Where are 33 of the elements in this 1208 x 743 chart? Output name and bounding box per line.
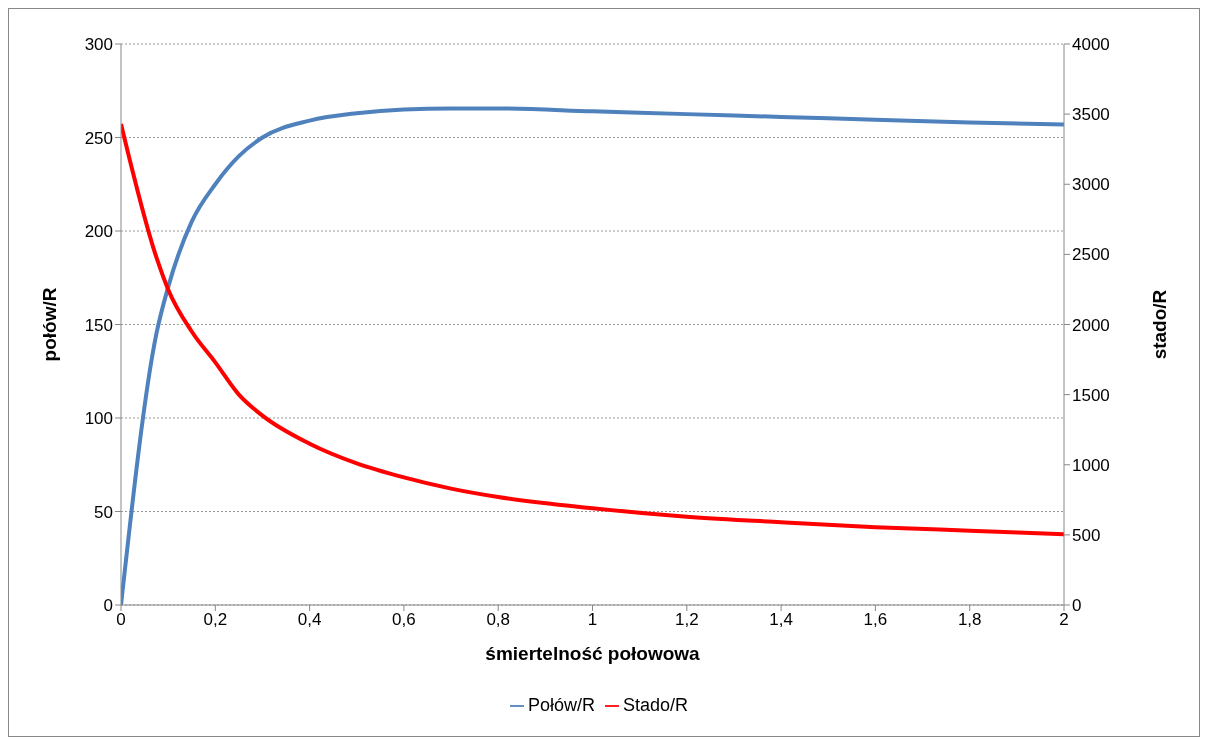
x-axis-title: śmiertelność połowowa [485, 643, 701, 665]
legend-label: Stado/R [622, 695, 689, 715]
y2-tick-label: 500 [1072, 525, 1101, 545]
y-tick-label: 150 [84, 315, 113, 335]
y2-tick-label: 0 [1072, 596, 1082, 616]
x-tick-label: 0,4 [297, 610, 322, 630]
y-tick-label: 50 [94, 502, 113, 522]
x-tick-label: 0,8 [486, 610, 511, 630]
line-series [121, 121, 1064, 537]
y2-tick-label: 4000 [1072, 35, 1110, 55]
y-tick-label: 300 [84, 35, 113, 55]
y2-tick-label: 3500 [1072, 105, 1110, 125]
x-tick-label: 1 [587, 610, 598, 630]
x-tick-label: 1,8 [957, 610, 982, 630]
x-tick-label: 1,6 [863, 610, 888, 630]
y2-axis-title: stado/R [1148, 289, 1170, 360]
y-tick-label: 200 [84, 222, 113, 242]
x-tick-label: 0,2 [203, 610, 228, 630]
x-tick-label: 0,6 [392, 610, 416, 630]
x-tick-label: 2 [1059, 610, 1069, 630]
y2-tick-label: 3000 [1072, 175, 1110, 195]
y2-tick-label: 2500 [1072, 245, 1110, 265]
y-tick-label: 0 [103, 596, 113, 616]
x-tick-label: 1,4 [769, 610, 793, 630]
y-tick-label: 250 [84, 128, 113, 148]
x-tick-label: 1,2 [674, 610, 699, 630]
y2-tick-label: 1000 [1072, 455, 1110, 475]
y-axis-title: połów/R [38, 287, 60, 362]
legend-label: Połów/R [527, 695, 595, 715]
y-tick-label: 100 [84, 409, 113, 429]
x-tick-label: 0 [116, 610, 126, 630]
y2-tick-label: 1500 [1072, 385, 1110, 405]
y2-tick-label: 2000 [1072, 315, 1110, 335]
